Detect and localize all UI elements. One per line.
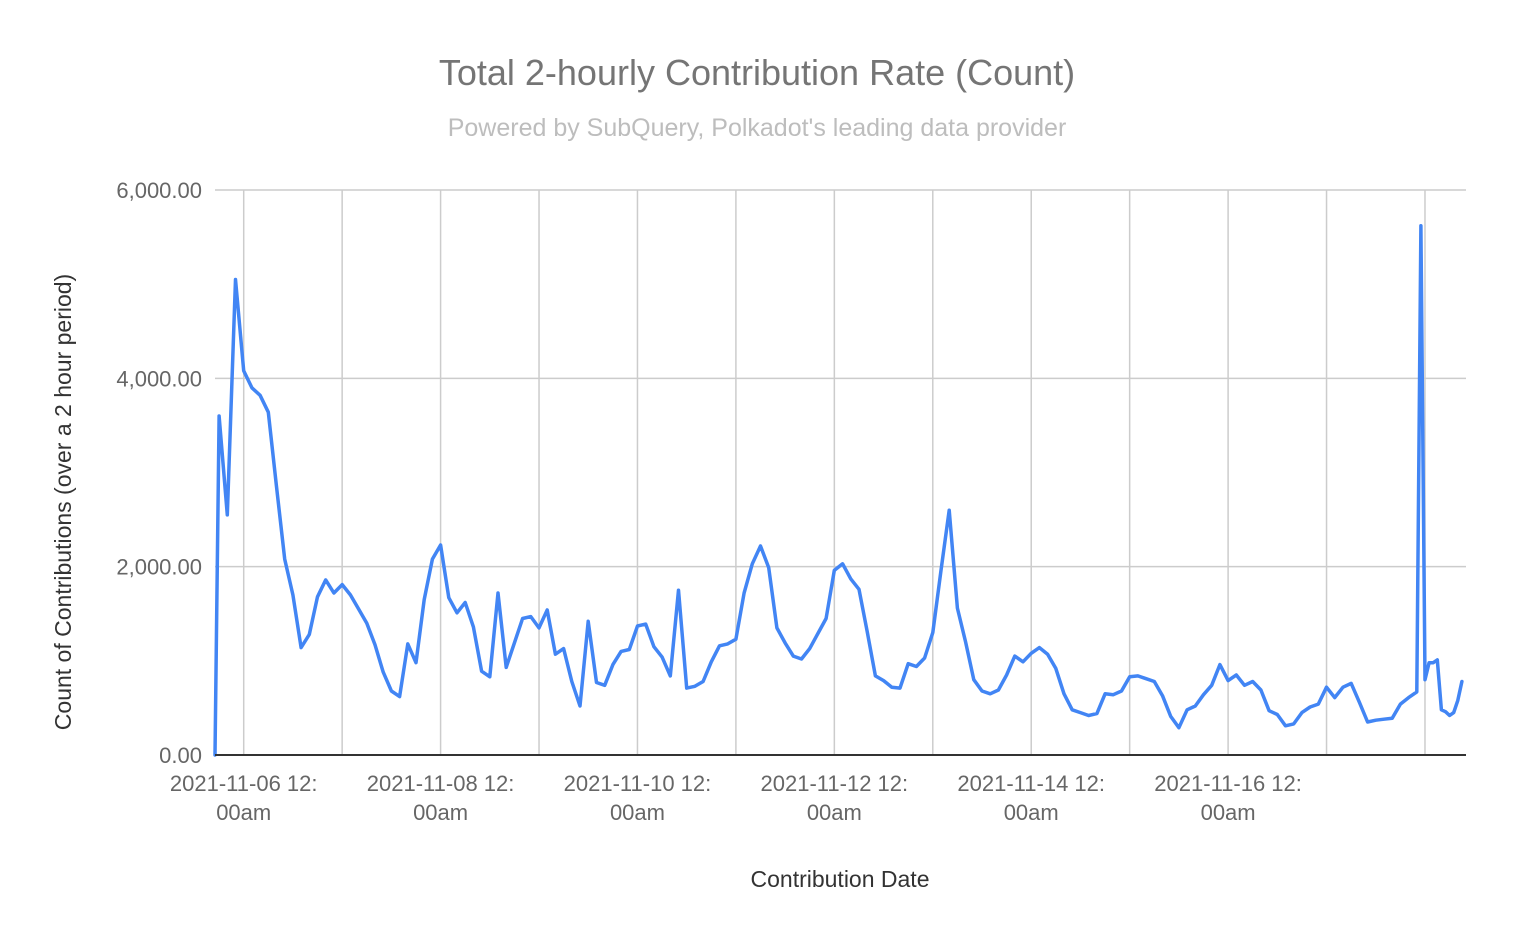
- series-group: [213, 224, 1464, 757]
- x-axis-ticks: 2021-11-06 12: 00am 2021-11-08 12: 00am 2021…: [170, 771, 1302, 825]
- y-tick-label: 6,000.00: [116, 178, 202, 203]
- x-tick-label-date: 2021-11-06 12:: [170, 771, 318, 796]
- x-tick-label-date: 2021-11-14 12:: [957, 771, 1105, 796]
- x-tick-label-date: 2021-11-10 12:: [564, 771, 712, 796]
- y-axis-ticks: 0.00 2,000.00 4,000.00 6,000.00: [116, 178, 202, 768]
- y-tick-label: 4,000.00: [116, 366, 202, 391]
- x-tick-label-time: 00am: [807, 800, 862, 825]
- x-tick-label-time: 00am: [610, 800, 665, 825]
- x-tick-label-date: 2021-11-12 12:: [761, 771, 909, 796]
- chart-subtitle: Powered by SubQuery, Polkadot's leading …: [448, 114, 1067, 142]
- chart-title: Total 2-hourly Contribution Rate (Count): [439, 52, 1075, 93]
- x-tick-label-time: 00am: [1201, 800, 1256, 825]
- x-axis-label: Contribution Date: [751, 866, 930, 892]
- y-tick-label: 2,000.00: [116, 555, 202, 580]
- x-tick-label-time: 00am: [413, 800, 468, 825]
- x-tick-label-date: 2021-11-16 12:: [1154, 771, 1302, 796]
- series-line: [213, 224, 1464, 757]
- x-tick-label-date: 2021-11-08 12:: [367, 771, 515, 796]
- y-tick-label: 0.00: [159, 743, 202, 768]
- x-tick-label-time: 00am: [216, 800, 271, 825]
- x-tick-label-time: 00am: [1004, 800, 1059, 825]
- vertical-gridlines: [242, 190, 1426, 755]
- horizontal-gridlines: [215, 189, 1466, 568]
- y-axis-label: Count of Contributions (over a 2 hour pe…: [50, 274, 76, 730]
